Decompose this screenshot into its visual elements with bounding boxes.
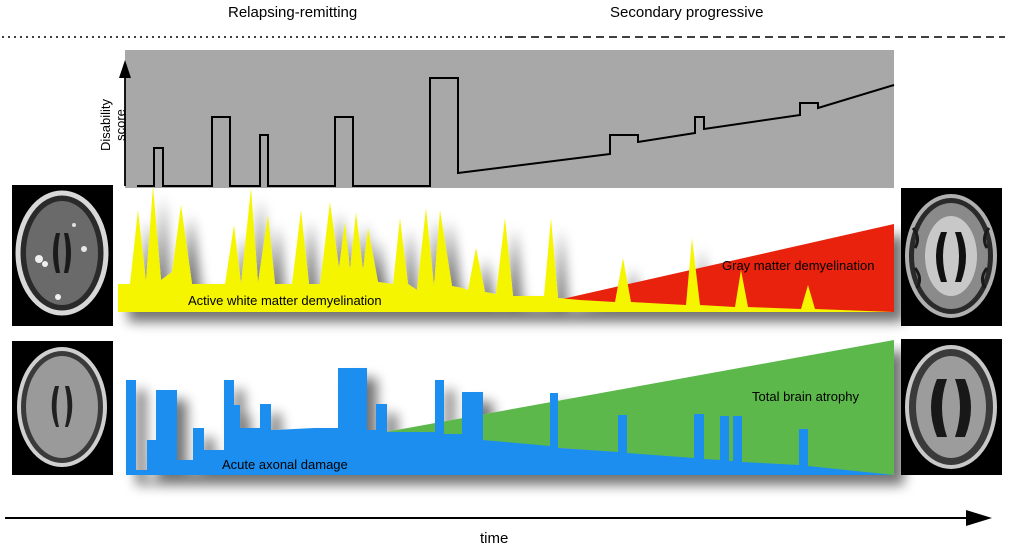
white-matter-area: [118, 186, 894, 312]
phase-label-relapsing-remitting: Relapsing-remitting: [228, 4, 358, 21]
disability-score-line: [137, 77, 895, 187]
acute-axonal-damage-label: Acute axonal damage: [222, 457, 348, 472]
axonal-damage-area: [122, 368, 894, 475]
mri-brain-image-early-normal: [12, 341, 113, 475]
gray-matter-demyelination-label: Gray matter demyelination: [722, 258, 875, 273]
total-brain-atrophy-label: Total brain atrophy: [752, 389, 859, 404]
white-matter-demyelination-label: Active white matter demyelination: [188, 293, 382, 308]
time-axis-label: time: [480, 530, 509, 547]
mri-brain-image-late-atrophy: [901, 339, 1002, 475]
time-axis-arrow-icon: [966, 510, 992, 526]
gray-matter-wedge: [505, 224, 894, 312]
white-matter-panel: [118, 186, 894, 312]
mri-brain-image-late-demyelination: [901, 188, 1002, 326]
mri-brain-image-early-lesions: [12, 185, 113, 326]
axonal-panel: [122, 340, 894, 475]
phase-label-secondary-progressive: Secondary progressive: [610, 4, 764, 21]
disability-axis-arrow-icon: [119, 60, 131, 78]
atrophy-wedge: [380, 340, 894, 475]
disability-score-axis-label: Disability score: [98, 99, 128, 152]
